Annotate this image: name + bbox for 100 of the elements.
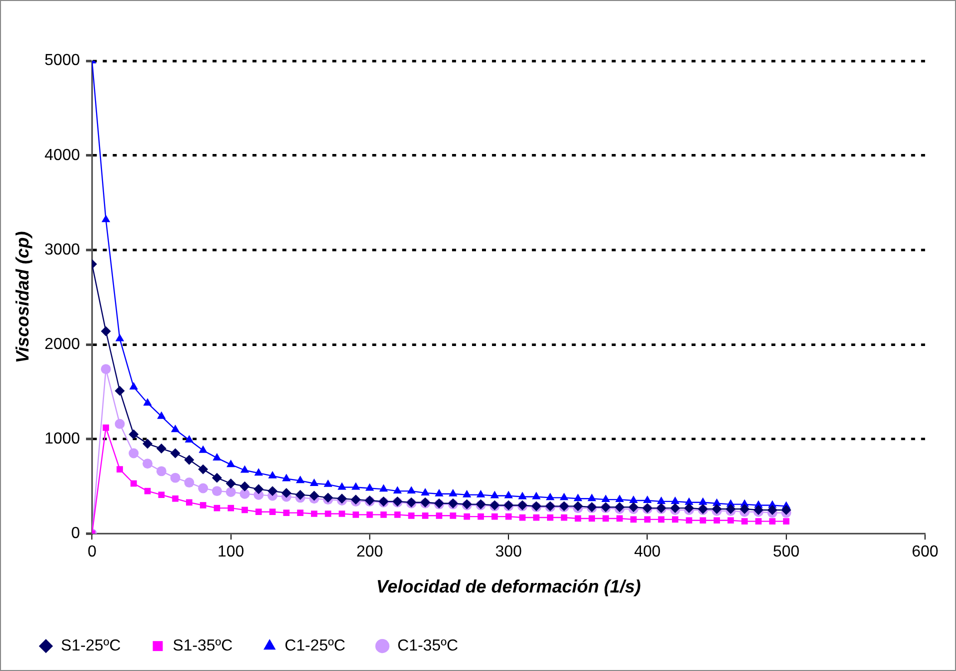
point (254, 484, 264, 494)
point (532, 492, 541, 500)
point (422, 512, 428, 519)
y-tick-label: 5000 (44, 52, 80, 70)
point (698, 497, 708, 505)
point (100, 364, 111, 374)
point (281, 488, 292, 498)
x-tick-label: 0 (88, 544, 97, 561)
point (198, 445, 208, 453)
point (450, 512, 456, 519)
point (767, 504, 778, 515)
point (658, 516, 664, 523)
point (338, 510, 346, 517)
x-tick-label: 600 (912, 544, 938, 561)
point (448, 488, 458, 496)
y-tick-label: 3000 (44, 241, 80, 258)
point (310, 510, 318, 517)
point (351, 482, 360, 490)
point (269, 508, 276, 516)
point (769, 518, 776, 524)
point (670, 496, 680, 504)
y-tick-label: 4000 (44, 146, 80, 164)
point (714, 517, 720, 524)
x-tick-label: 500 (772, 544, 800, 561)
point (283, 510, 290, 516)
point (324, 479, 332, 487)
point (240, 465, 250, 473)
point (728, 517, 734, 524)
point (184, 454, 194, 465)
point (338, 482, 346, 490)
point (158, 492, 165, 498)
point (102, 214, 110, 222)
point (212, 472, 222, 483)
point (240, 488, 250, 499)
point (684, 497, 694, 505)
point (434, 488, 444, 496)
x-tick-label: 300 (495, 544, 522, 561)
point (226, 460, 236, 468)
point (100, 326, 111, 336)
point (212, 486, 222, 496)
point (114, 418, 125, 429)
point (602, 515, 609, 522)
point (156, 444, 166, 454)
legend-label: S1-35ºC (172, 637, 233, 654)
point (615, 494, 624, 502)
point (128, 429, 139, 440)
x-tick-label: 200 (356, 544, 384, 561)
point (296, 476, 305, 484)
point (407, 486, 416, 494)
point (547, 514, 554, 521)
legend-label: S1-25ºC (60, 637, 121, 654)
point (212, 452, 222, 460)
point (198, 483, 208, 494)
point (142, 438, 153, 449)
point (656, 496, 666, 504)
point (228, 504, 234, 512)
legend-label: C1-25ºC (284, 637, 346, 654)
point (380, 512, 387, 518)
point (240, 481, 250, 492)
point (491, 513, 498, 520)
point (505, 513, 512, 520)
point (478, 513, 484, 520)
point (310, 478, 318, 486)
point (476, 490, 486, 498)
point (464, 513, 470, 520)
point (198, 464, 208, 474)
point (365, 483, 374, 491)
point (130, 480, 137, 487)
point (143, 398, 152, 406)
point (533, 514, 540, 521)
point (420, 488, 430, 496)
point (643, 496, 652, 504)
point (490, 490, 499, 498)
point (102, 424, 110, 431)
point (142, 458, 153, 469)
point (408, 512, 415, 519)
x-tick-label: 400 (634, 544, 661, 561)
y-tick-label: 0 (71, 525, 80, 542)
point (226, 478, 236, 488)
point (129, 382, 138, 390)
point (170, 424, 180, 432)
point (700, 517, 706, 524)
point (352, 512, 359, 518)
point (186, 499, 192, 506)
point (672, 516, 678, 523)
point (115, 334, 124, 342)
point (268, 470, 277, 478)
point (226, 487, 236, 497)
point (254, 468, 263, 476)
point (184, 435, 194, 442)
x-tick-label: 100 (218, 544, 244, 561)
point (394, 512, 401, 518)
point (588, 494, 596, 502)
point (282, 474, 291, 482)
y-tick-label: 2000 (44, 336, 80, 353)
point (504, 490, 513, 498)
point (172, 495, 178, 502)
point (546, 492, 555, 500)
point (116, 466, 123, 472)
point (755, 518, 762, 524)
